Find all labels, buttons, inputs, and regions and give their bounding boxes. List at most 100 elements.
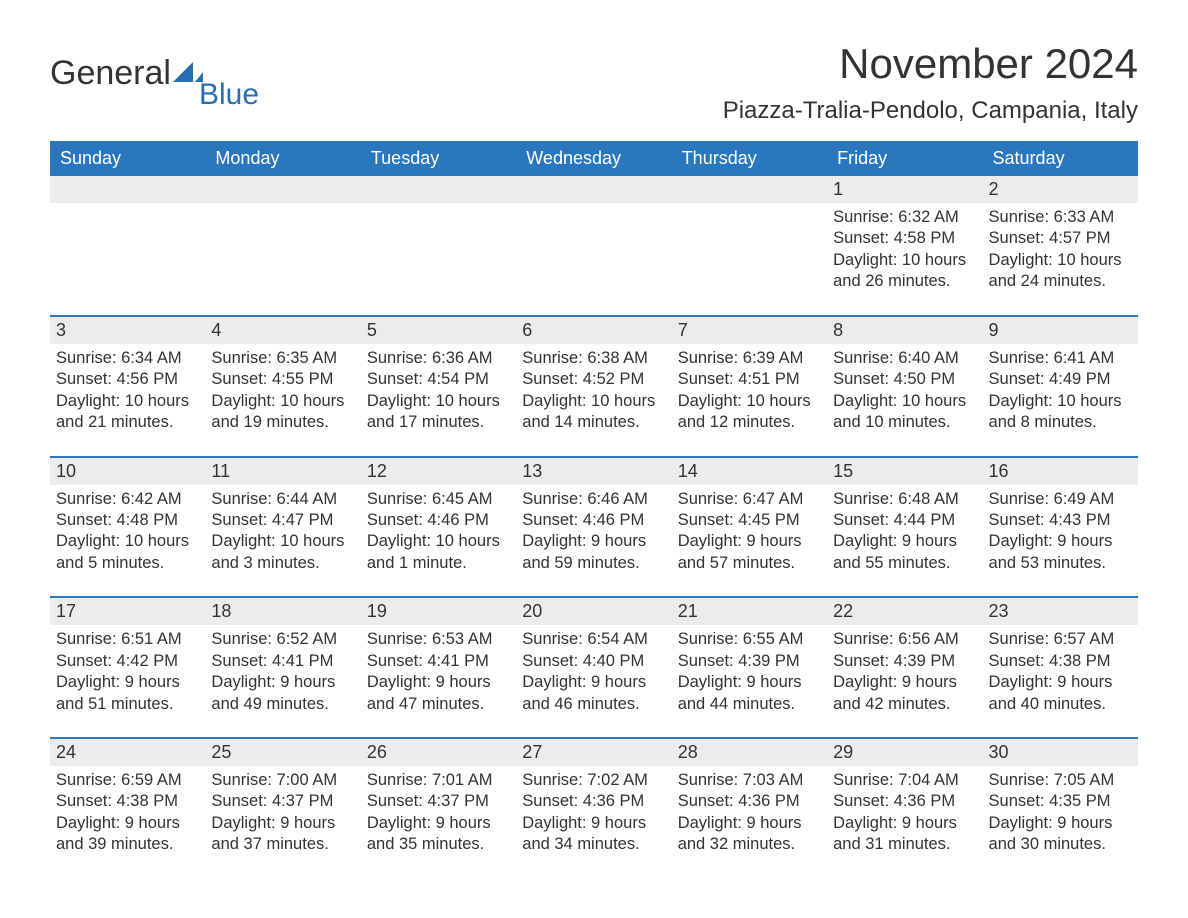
daylight-text: and 32 minutes. — [678, 834, 821, 855]
day-number: 20 — [516, 598, 671, 625]
sunrise-text: Sunrise: 7:00 AM — [211, 770, 354, 791]
daylight-text: and 37 minutes. — [211, 834, 354, 855]
sunrise-text: Sunrise: 6:47 AM — [678, 489, 821, 510]
day-number — [205, 176, 360, 203]
day-number: 24 — [50, 739, 205, 766]
day-number: 15 — [827, 458, 982, 485]
logo-text-blue: Blue — [199, 78, 259, 112]
sunset-text: Sunset: 4:44 PM — [833, 510, 976, 531]
daylight-text: and 55 minutes. — [833, 553, 976, 574]
weekday-header-cell: Sunday — [50, 141, 205, 176]
sunset-text: Sunset: 4:36 PM — [522, 791, 665, 812]
day-number: 13 — [516, 458, 671, 485]
weekday-header-cell: Tuesday — [361, 141, 516, 176]
day-number: 7 — [672, 317, 827, 344]
sunrise-text: Sunrise: 6:52 AM — [211, 629, 354, 650]
daylight-text: Daylight: 9 hours — [833, 813, 976, 834]
day-number: 11 — [205, 458, 360, 485]
sunrise-text: Sunrise: 6:53 AM — [367, 629, 510, 650]
day-number: 8 — [827, 317, 982, 344]
day-number: 28 — [672, 739, 827, 766]
sunset-text: Sunset: 4:57 PM — [989, 228, 1132, 249]
calendar-day-cell: 16Sunrise: 6:49 AMSunset: 4:43 PMDayligh… — [983, 458, 1138, 581]
sunset-text: Sunset: 4:40 PM — [522, 651, 665, 672]
day-number: 25 — [205, 739, 360, 766]
sunrise-text: Sunrise: 6:40 AM — [833, 348, 976, 369]
sunrise-text: Sunrise: 6:48 AM — [833, 489, 976, 510]
calendar-day-cell — [672, 176, 827, 299]
sunrise-text: Sunrise: 6:33 AM — [989, 207, 1132, 228]
calendar-day-cell: 24Sunrise: 6:59 AMSunset: 4:38 PMDayligh… — [50, 739, 205, 862]
day-number — [50, 176, 205, 203]
sunrise-text: Sunrise: 6:45 AM — [367, 489, 510, 510]
calendar-day-cell: 1Sunrise: 6:32 AMSunset: 4:58 PMDaylight… — [827, 176, 982, 299]
daylight-text: Daylight: 9 hours — [833, 672, 976, 693]
sunrise-text: Sunrise: 7:05 AM — [989, 770, 1132, 791]
sunrise-text: Sunrise: 6:38 AM — [522, 348, 665, 369]
sunset-text: Sunset: 4:56 PM — [56, 369, 199, 390]
sunset-text: Sunset: 4:45 PM — [678, 510, 821, 531]
daylight-text: Daylight: 9 hours — [56, 672, 199, 693]
daylight-text: and 8 minutes. — [989, 412, 1132, 433]
sunset-text: Sunset: 4:54 PM — [367, 369, 510, 390]
calendar-day-cell: 4Sunrise: 6:35 AMSunset: 4:55 PMDaylight… — [205, 317, 360, 440]
daylight-text: Daylight: 10 hours — [211, 391, 354, 412]
calendar-day-cell: 8Sunrise: 6:40 AMSunset: 4:50 PMDaylight… — [827, 317, 982, 440]
daylight-text: Daylight: 9 hours — [678, 531, 821, 552]
calendar-day-cell: 9Sunrise: 6:41 AMSunset: 4:49 PMDaylight… — [983, 317, 1138, 440]
daylight-text: and 40 minutes. — [989, 694, 1132, 715]
page-title: November 2024 — [839, 40, 1138, 88]
calendar-day-cell: 7Sunrise: 6:39 AMSunset: 4:51 PMDaylight… — [672, 317, 827, 440]
sunset-text: Sunset: 4:49 PM — [989, 369, 1132, 390]
day-number: 16 — [983, 458, 1138, 485]
calendar-day-cell: 10Sunrise: 6:42 AMSunset: 4:48 PMDayligh… — [50, 458, 205, 581]
calendar-day-cell: 30Sunrise: 7:05 AMSunset: 4:35 PMDayligh… — [983, 739, 1138, 862]
day-number: 29 — [827, 739, 982, 766]
weekday-header-cell: Thursday — [672, 141, 827, 176]
daylight-text: and 31 minutes. — [833, 834, 976, 855]
sunrise-text: Sunrise: 6:56 AM — [833, 629, 976, 650]
sunrise-text: Sunrise: 7:02 AM — [522, 770, 665, 791]
sunrise-text: Sunrise: 6:36 AM — [367, 348, 510, 369]
calendar-day-cell: 2Sunrise: 6:33 AMSunset: 4:57 PMDaylight… — [983, 176, 1138, 299]
weekday-header-row: SundayMondayTuesdayWednesdayThursdayFrid… — [50, 141, 1138, 176]
calendar-day-cell: 20Sunrise: 6:54 AMSunset: 4:40 PMDayligh… — [516, 598, 671, 721]
daylight-text: and 1 minute. — [367, 553, 510, 574]
daylight-text: Daylight: 10 hours — [56, 531, 199, 552]
calendar-day-cell: 5Sunrise: 6:36 AMSunset: 4:54 PMDaylight… — [361, 317, 516, 440]
calendar-day-cell: 29Sunrise: 7:04 AMSunset: 4:36 PMDayligh… — [827, 739, 982, 862]
sunset-text: Sunset: 4:42 PM — [56, 651, 199, 672]
daylight-text: Daylight: 9 hours — [989, 672, 1132, 693]
calendar-week-row: 24Sunrise: 6:59 AMSunset: 4:38 PMDayligh… — [50, 739, 1138, 862]
daylight-text: Daylight: 9 hours — [211, 672, 354, 693]
calendar-day-cell: 23Sunrise: 6:57 AMSunset: 4:38 PMDayligh… — [983, 598, 1138, 721]
daylight-text: and 19 minutes. — [211, 412, 354, 433]
sunset-text: Sunset: 4:39 PM — [833, 651, 976, 672]
calendar-day-cell: 25Sunrise: 7:00 AMSunset: 4:37 PMDayligh… — [205, 739, 360, 862]
brand-logo: General Blue — [50, 54, 263, 93]
calendar-day-cell: 3Sunrise: 6:34 AMSunset: 4:56 PMDaylight… — [50, 317, 205, 440]
sunset-text: Sunset: 4:51 PM — [678, 369, 821, 390]
weekday-header-cell: Friday — [827, 141, 982, 176]
daylight-text: Daylight: 9 hours — [522, 531, 665, 552]
daylight-text: and 17 minutes. — [367, 412, 510, 433]
calendar-day-cell: 22Sunrise: 6:56 AMSunset: 4:39 PMDayligh… — [827, 598, 982, 721]
calendar-day-cell: 26Sunrise: 7:01 AMSunset: 4:37 PMDayligh… — [361, 739, 516, 862]
calendar-week-row: 3Sunrise: 6:34 AMSunset: 4:56 PMDaylight… — [50, 317, 1138, 440]
calendar-day-cell: 17Sunrise: 6:51 AMSunset: 4:42 PMDayligh… — [50, 598, 205, 721]
sunrise-text: Sunrise: 6:34 AM — [56, 348, 199, 369]
daylight-text: and 30 minutes. — [989, 834, 1132, 855]
day-number: 10 — [50, 458, 205, 485]
daylight-text: Daylight: 9 hours — [56, 813, 199, 834]
daylight-text: and 42 minutes. — [833, 694, 976, 715]
sunset-text: Sunset: 4:50 PM — [833, 369, 976, 390]
daylight-text: Daylight: 10 hours — [678, 391, 821, 412]
sunset-text: Sunset: 4:52 PM — [522, 369, 665, 390]
daylight-text: and 47 minutes. — [367, 694, 510, 715]
sunrise-text: Sunrise: 6:32 AM — [833, 207, 976, 228]
calendar-day-cell: 21Sunrise: 6:55 AMSunset: 4:39 PMDayligh… — [672, 598, 827, 721]
day-number: 12 — [361, 458, 516, 485]
daylight-text: Daylight: 10 hours — [211, 531, 354, 552]
day-number — [516, 176, 671, 203]
sunset-text: Sunset: 4:38 PM — [56, 791, 199, 812]
